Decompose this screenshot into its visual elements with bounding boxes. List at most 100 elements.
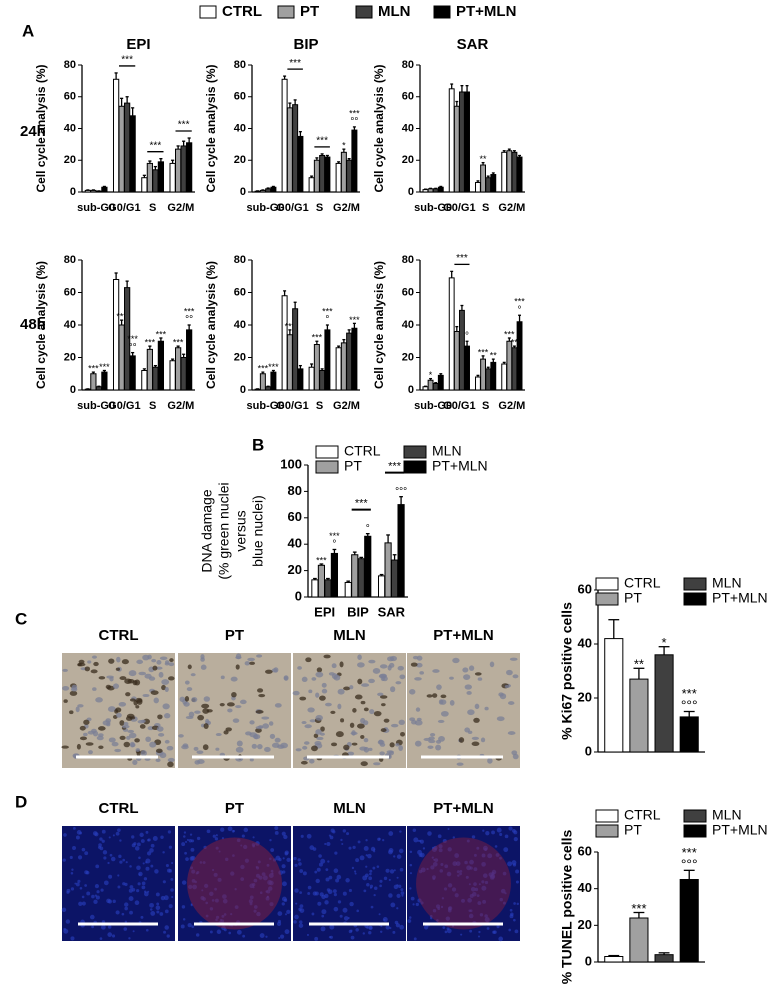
nucleus bbox=[400, 891, 405, 895]
bar bbox=[654, 654, 674, 753]
nucleus bbox=[419, 839, 422, 843]
nucleus bbox=[332, 889, 337, 893]
nucleus bbox=[509, 908, 513, 912]
error-bar bbox=[293, 99, 297, 105]
significance: * bbox=[662, 635, 667, 650]
x-tick-label: G2/M bbox=[167, 202, 194, 214]
nucleus bbox=[319, 892, 324, 897]
significance: *** bbox=[631, 901, 646, 916]
nucleus bbox=[440, 710, 449, 717]
nucleus bbox=[307, 707, 315, 713]
nucleus bbox=[500, 888, 506, 894]
nucleus bbox=[138, 873, 141, 876]
nucleus bbox=[235, 746, 244, 753]
nucleus bbox=[167, 761, 174, 768]
nucleus bbox=[159, 752, 167, 759]
nucleus bbox=[309, 758, 315, 764]
nucleus bbox=[86, 891, 91, 896]
bar bbox=[506, 340, 513, 391]
nucleus bbox=[379, 884, 382, 888]
nucleus bbox=[397, 665, 404, 671]
nucleus bbox=[299, 908, 305, 913]
nucleus bbox=[449, 676, 454, 680]
error-bar bbox=[392, 554, 397, 561]
nucleus bbox=[220, 827, 225, 832]
legend-swatch bbox=[683, 592, 707, 606]
bar bbox=[324, 329, 331, 391]
nucleus bbox=[94, 832, 99, 837]
nucleus bbox=[242, 934, 246, 938]
error-bar bbox=[283, 290, 287, 296]
nucleus bbox=[61, 745, 69, 749]
error-bar bbox=[310, 175, 314, 178]
error-bar bbox=[683, 710, 695, 717]
nucleus bbox=[356, 909, 360, 913]
nucleus bbox=[482, 899, 487, 904]
significance: *** bbox=[116, 312, 127, 322]
error-bar bbox=[91, 371, 95, 374]
y-tick-label: 40 bbox=[402, 319, 414, 331]
nucleus bbox=[81, 895, 85, 899]
nucleus bbox=[133, 842, 137, 846]
nucleus bbox=[502, 901, 506, 905]
error-bar bbox=[460, 304, 464, 311]
nucleus bbox=[399, 924, 405, 930]
nucleus bbox=[363, 889, 367, 893]
x-tick-label: sub-G0 bbox=[77, 400, 115, 412]
nucleus bbox=[317, 901, 322, 906]
nucleus bbox=[157, 714, 163, 720]
nucleus bbox=[432, 669, 440, 673]
bar bbox=[157, 161, 165, 193]
significance: *** bbox=[88, 364, 99, 374]
bar bbox=[427, 379, 434, 391]
nucleus bbox=[447, 883, 453, 888]
bar bbox=[427, 188, 434, 193]
panel-label: A bbox=[22, 21, 34, 40]
nucleus bbox=[431, 856, 434, 859]
nucleus bbox=[284, 929, 290, 935]
nucleus bbox=[442, 926, 446, 929]
nucleus bbox=[507, 731, 516, 735]
nucleus bbox=[171, 895, 174, 899]
error-bar bbox=[481, 161, 485, 166]
nucleus bbox=[410, 662, 418, 667]
nucleus bbox=[63, 928, 69, 934]
nucleus bbox=[76, 830, 82, 835]
nucleus bbox=[432, 861, 438, 867]
nucleus bbox=[81, 901, 86, 906]
nucleus bbox=[168, 845, 173, 849]
nucleus bbox=[462, 667, 469, 673]
nucleus bbox=[168, 676, 175, 681]
bar bbox=[308, 366, 315, 391]
nucleus bbox=[84, 666, 91, 672]
nucleus bbox=[454, 893, 459, 898]
nucleus bbox=[301, 676, 308, 682]
panel-label: D bbox=[15, 792, 27, 811]
nucleus bbox=[99, 837, 103, 841]
nucleus bbox=[318, 862, 323, 867]
nucleus bbox=[331, 663, 337, 669]
error-bar bbox=[131, 351, 135, 356]
nucleus bbox=[457, 874, 460, 877]
nucleus bbox=[194, 710, 201, 714]
nucleus bbox=[77, 855, 83, 860]
nucleus bbox=[515, 869, 520, 874]
bracket-label: *** bbox=[316, 136, 328, 147]
nucleus bbox=[186, 838, 189, 842]
nucleus bbox=[117, 874, 120, 877]
error-bar bbox=[491, 358, 495, 363]
nucleus bbox=[87, 730, 95, 735]
nucleus bbox=[214, 837, 219, 841]
nucleus bbox=[69, 710, 74, 715]
nucleus bbox=[386, 750, 394, 754]
error-bar bbox=[450, 83, 454, 89]
nucleus bbox=[274, 831, 279, 835]
bar bbox=[270, 371, 277, 391]
nucleus bbox=[396, 854, 402, 859]
y-tick-label: 40 bbox=[288, 536, 302, 551]
nucleus bbox=[306, 833, 312, 839]
nucleus bbox=[323, 654, 331, 659]
legend-swatch bbox=[595, 592, 619, 606]
error-bar bbox=[159, 337, 163, 342]
nucleus bbox=[170, 877, 174, 881]
